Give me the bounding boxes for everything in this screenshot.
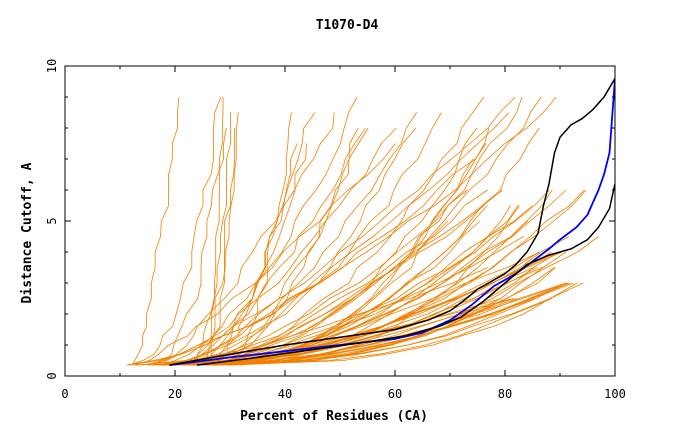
x-tick-label: 80	[498, 387, 512, 401]
model-curve	[199, 112, 316, 366]
highlight-curves	[169, 78, 615, 366]
model-curve	[160, 96, 358, 366]
model-curve	[151, 127, 417, 366]
chart-title: T1070-D4	[316, 18, 379, 33]
x-tick-label: 100	[604, 387, 626, 401]
model-curve	[203, 128, 235, 366]
y-tick-label: 10	[45, 59, 59, 73]
x-tick-label: 40	[278, 387, 292, 401]
x-axis-label: Percent of Residues (CA)	[240, 409, 428, 424]
x-tick-label: 20	[168, 387, 182, 401]
model-curve	[208, 251, 540, 366]
model-curve	[131, 96, 180, 366]
model-curve	[211, 205, 485, 366]
model-curve	[173, 112, 510, 366]
model-curve	[229, 282, 584, 366]
x-axis-ticks: 0 20 40 60 80 100	[61, 66, 626, 401]
model-curve	[134, 143, 396, 366]
model-curve	[194, 282, 578, 366]
model-curve	[185, 189, 488, 366]
model-curve	[163, 112, 335, 366]
model-curve	[137, 127, 369, 366]
model-curve	[151, 127, 227, 366]
series-line-3	[196, 183, 615, 366]
model-curve	[218, 112, 292, 366]
model-curve	[216, 282, 571, 366]
model-curve	[185, 127, 397, 366]
x-tick-label: 0	[61, 387, 68, 401]
model-curve	[129, 96, 222, 366]
model-curve	[178, 96, 485, 366]
model-curve	[153, 96, 523, 366]
model-curve	[210, 112, 418, 366]
y-axis-label: Distance Cutoff, A	[20, 162, 35, 303]
model-curve	[157, 205, 533, 366]
plot-area	[126, 78, 615, 366]
y-tick-label: 0	[45, 372, 59, 379]
model-curve	[183, 298, 514, 366]
model-curve	[208, 298, 553, 366]
model-curve	[187, 127, 359, 366]
series-line-2	[169, 78, 615, 366]
model-curve	[141, 127, 366, 366]
x-tick-label: 60	[388, 387, 402, 401]
model-curve	[173, 189, 468, 366]
model-curve	[146, 96, 516, 366]
model-curve	[136, 112, 442, 366]
y-axis-ticks: 0 5 10	[45, 59, 615, 380]
model-curve	[126, 143, 487, 366]
y-tick-label: 5	[45, 217, 59, 224]
